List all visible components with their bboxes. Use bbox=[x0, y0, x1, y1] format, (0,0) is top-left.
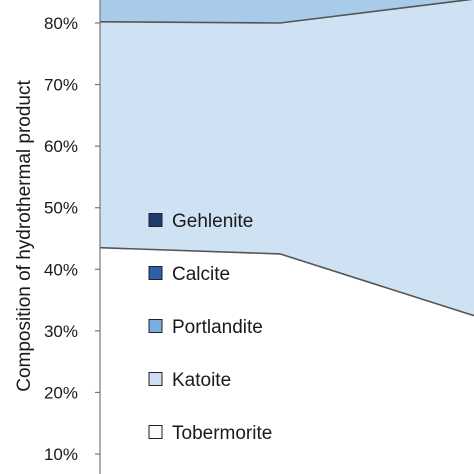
area-tobermorite bbox=[100, 247, 474, 474]
y-tick-labels: 10% 20% 30% 40% 50% 60% 70% 80% bbox=[44, 14, 100, 464]
y-axis-label: Composition of hydrothermal product bbox=[14, 80, 35, 392]
legend-label: Tobermorite bbox=[172, 423, 272, 444]
legend-label: Katoite bbox=[172, 370, 231, 391]
area-layer bbox=[99, 0, 474, 474]
legend: Gehlenite Calcite Portlandite Katoite Toberm… bbox=[148, 211, 272, 444]
legend-swatch bbox=[148, 372, 163, 386]
boundary-line-upper bbox=[99, 0, 474, 24]
legend-swatch bbox=[148, 266, 163, 280]
y-tick-label: 30% bbox=[44, 322, 78, 341]
legend-label: Portlandite bbox=[172, 317, 263, 338]
legend-label: Calcite bbox=[172, 264, 230, 285]
y-tick-label: 60% bbox=[44, 137, 78, 156]
legend-label: Gehlenite bbox=[172, 211, 253, 232]
boundary-line-lower bbox=[99, 246, 474, 317]
legend-swatch bbox=[148, 319, 163, 333]
area-katoite bbox=[100, 0, 474, 316]
legend-swatch bbox=[148, 213, 163, 227]
y-tick-label: 50% bbox=[44, 199, 78, 218]
y-tick-label: 10% bbox=[44, 445, 78, 464]
area-top-band bbox=[100, 0, 474, 23]
y-tick-label: 70% bbox=[44, 76, 78, 95]
y-tick-label: 20% bbox=[44, 383, 78, 402]
y-tick-label: 80% bbox=[44, 14, 78, 33]
legend-swatch bbox=[148, 425, 163, 439]
y-tick-label: 40% bbox=[44, 260, 78, 279]
